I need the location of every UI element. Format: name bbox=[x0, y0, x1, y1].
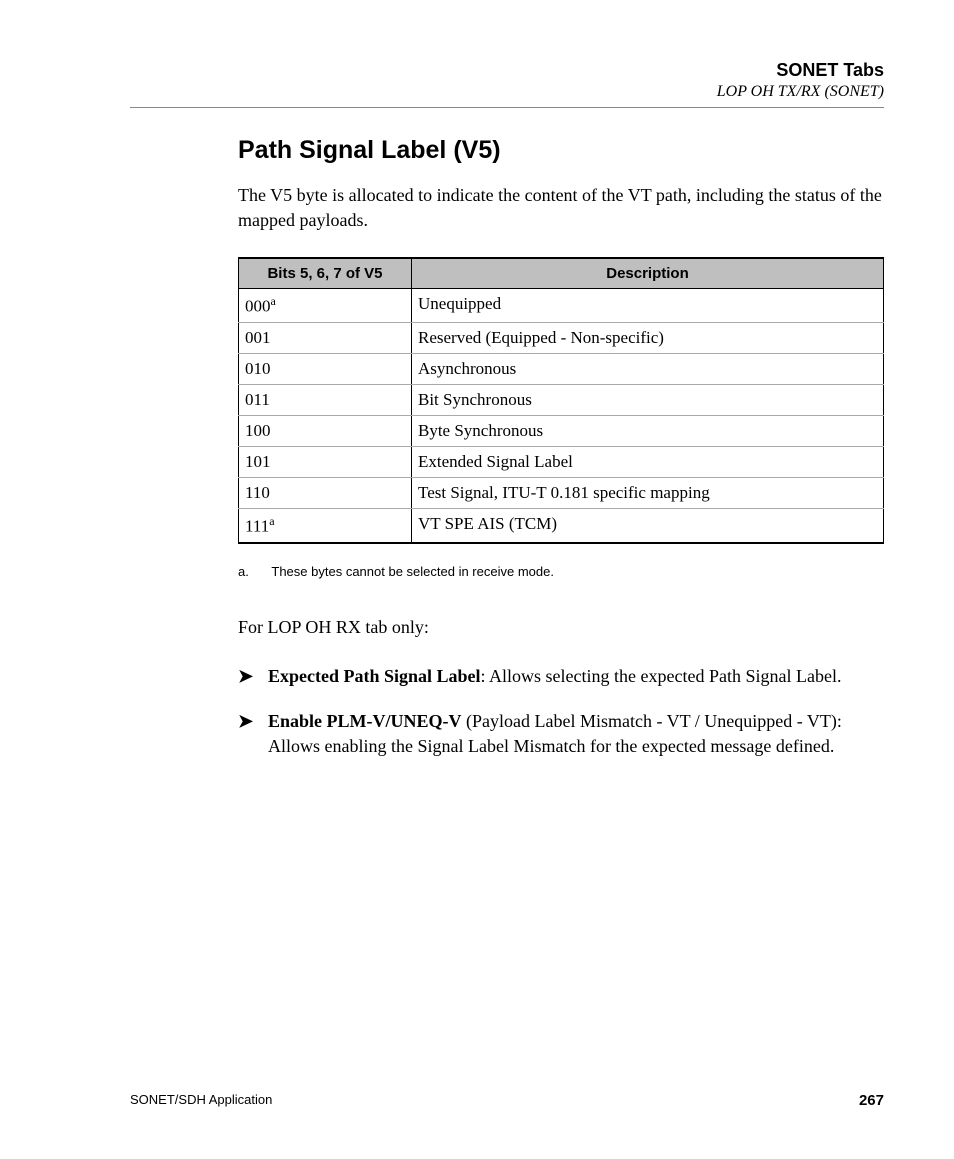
footnote-label: a. bbox=[238, 564, 268, 579]
table-cell-desc: VT SPE AIS (TCM) bbox=[412, 509, 884, 543]
footnote-superscript: a bbox=[271, 294, 276, 308]
table-cell-bits: 011 bbox=[239, 385, 412, 416]
table-cell-desc: Bit Synchronous bbox=[412, 385, 884, 416]
intro-paragraph: The V5 byte is allocated to indicate the… bbox=[238, 183, 884, 233]
table-row: 000aUnequipped bbox=[239, 289, 884, 323]
table-row: 001Reserved (Equipped - Non-specific) bbox=[239, 323, 884, 354]
rx-only-label: For LOP OH RX tab only: bbox=[238, 615, 884, 640]
list-item-term: Enable PLM-V/UNEQ-V bbox=[268, 711, 462, 731]
list-item: ➤Expected Path Signal Label: Allows sele… bbox=[238, 664, 884, 689]
list-item-text: Expected Path Signal Label: Allows selec… bbox=[268, 664, 884, 689]
table-cell-desc: Extended Signal Label bbox=[412, 447, 884, 478]
bullet-marker-icon: ➤ bbox=[238, 664, 268, 689]
footnote-superscript: a bbox=[269, 514, 274, 528]
footnote-text: These bytes cannot be selected in receiv… bbox=[271, 564, 554, 579]
table-cell-bits: 101 bbox=[239, 447, 412, 478]
table-cell-desc: Unequipped bbox=[412, 289, 884, 323]
footer-left-text: SONET/SDH Application bbox=[130, 1092, 272, 1109]
table-row: 100Byte Synchronous bbox=[239, 416, 884, 447]
list-item-text: Enable PLM-V/UNEQ-V (Payload Label Misma… bbox=[268, 709, 884, 759]
document-page: SONET Tabs LOP OH TX/RX (SONET) Path Sig… bbox=[0, 0, 954, 1159]
table-cell-bits: 100 bbox=[239, 416, 412, 447]
table-cell-desc: Reserved (Equipped - Non-specific) bbox=[412, 323, 884, 354]
table-cell-bits: 000a bbox=[239, 289, 412, 323]
bullet-marker-icon: ➤ bbox=[238, 709, 268, 759]
table-row: 111aVT SPE AIS (TCM) bbox=[239, 509, 884, 543]
header-title: SONET Tabs bbox=[130, 60, 884, 81]
table-row: 010Asynchronous bbox=[239, 354, 884, 385]
bullet-list: ➤Expected Path Signal Label: Allows sele… bbox=[238, 664, 884, 760]
header-rule bbox=[130, 107, 884, 108]
table-cell-bits: 110 bbox=[239, 478, 412, 509]
list-item-definition: : Allows selecting the expected Path Sig… bbox=[481, 666, 842, 686]
list-item: ➤Enable PLM-V/UNEQ-V (Payload Label Mism… bbox=[238, 709, 884, 759]
table-cell-desc: Test Signal, ITU-T 0.181 specific mappin… bbox=[412, 478, 884, 509]
table-row: 110Test Signal, ITU-T 0.181 specific map… bbox=[239, 478, 884, 509]
table-row: 101Extended Signal Label bbox=[239, 447, 884, 478]
table-header-row: Bits 5, 6, 7 of V5 Description bbox=[239, 258, 884, 289]
page-header: SONET Tabs LOP OH TX/RX (SONET) bbox=[130, 60, 884, 101]
table-col-header-desc: Description bbox=[412, 258, 884, 289]
page-footer: SONET/SDH Application 267 bbox=[130, 1092, 884, 1109]
footer-page-number: 267 bbox=[859, 1092, 884, 1109]
v5-table: Bits 5, 6, 7 of V5 Description 000aUnequ… bbox=[238, 257, 884, 543]
table-cell-bits: 001 bbox=[239, 323, 412, 354]
list-item-term: Expected Path Signal Label bbox=[268, 666, 481, 686]
section-heading: Path Signal Label (V5) bbox=[238, 136, 884, 165]
header-subtitle: LOP OH TX/RX (SONET) bbox=[130, 83, 884, 101]
table-col-header-bits: Bits 5, 6, 7 of V5 bbox=[239, 258, 412, 289]
table-cell-bits: 010 bbox=[239, 354, 412, 385]
table-row: 011Bit Synchronous bbox=[239, 385, 884, 416]
table-cell-desc: Byte Synchronous bbox=[412, 416, 884, 447]
table-body: 000aUnequipped001Reserved (Equipped - No… bbox=[239, 289, 884, 543]
table-footnote: a. These bytes cannot be selected in rec… bbox=[238, 564, 884, 579]
table-cell-desc: Asynchronous bbox=[412, 354, 884, 385]
table-cell-bits: 111a bbox=[239, 509, 412, 543]
